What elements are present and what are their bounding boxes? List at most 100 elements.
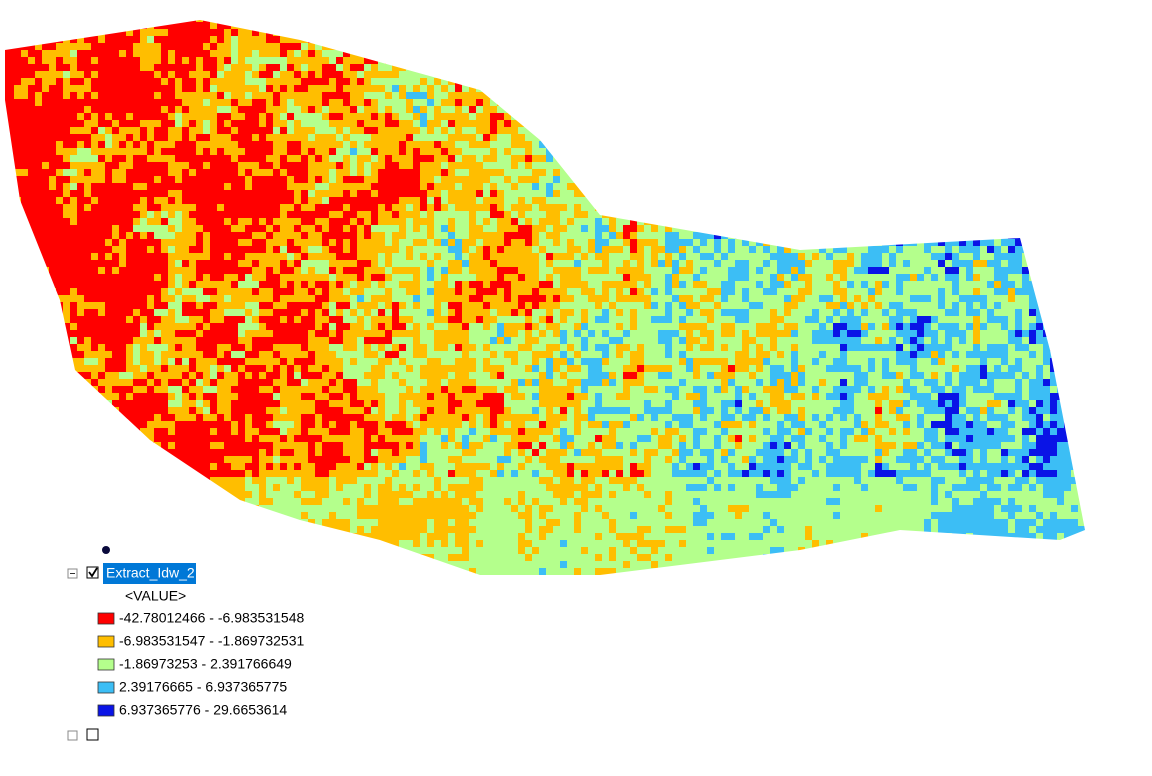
raster-cell [896, 190, 903, 197]
raster-cell [35, 225, 42, 232]
raster-cell [35, 148, 42, 155]
raster-cell [693, 22, 700, 29]
raster-cell [1015, 57, 1022, 64]
raster-cell [252, 169, 259, 176]
raster-cell [63, 43, 70, 50]
raster-cell [812, 218, 819, 225]
raster-cell [224, 106, 231, 113]
raster-cell [385, 148, 392, 155]
raster-cell [434, 57, 441, 64]
raster-cell [938, 225, 945, 232]
raster-cell [231, 113, 238, 120]
raster-cell [707, 225, 714, 232]
raster-cell [602, 127, 609, 134]
raster-cell [707, 113, 714, 120]
raster-cell [392, 148, 399, 155]
raster-cell [217, 85, 224, 92]
raster-cell [721, 204, 728, 211]
raster-cell [385, 155, 392, 162]
raster-cell [994, 20, 1001, 22]
raster-cell [420, 43, 427, 50]
raster-cell [343, 92, 350, 99]
raster-cell [399, 92, 406, 99]
raster-cell [140, 92, 147, 99]
raster-cell [966, 162, 973, 169]
raster-cell [259, 225, 266, 232]
raster-cell [84, 78, 91, 85]
raster-cell [287, 134, 294, 141]
raster-cell [7, 155, 14, 162]
raster-cell [84, 211, 91, 218]
raster-cell [245, 120, 252, 127]
raster-cell [371, 71, 378, 78]
raster-cell [217, 204, 224, 211]
raster-cell [1064, 113, 1071, 120]
raster-cell [56, 211, 63, 218]
raster-cell [847, 71, 854, 78]
raster-cell [1057, 85, 1064, 92]
raster-cell [224, 71, 231, 78]
raster-cell [1064, 36, 1071, 43]
raster-cell [658, 85, 665, 92]
raster-cell [679, 169, 686, 176]
raster-cell [630, 204, 637, 211]
raster-cell [168, 183, 175, 190]
raster-cell [553, 106, 560, 113]
raster-cell [763, 99, 770, 106]
raster-cell [294, 155, 301, 162]
raster-cell [217, 225, 224, 232]
raster-cell [161, 120, 168, 127]
raster-cell [343, 50, 350, 57]
raster-cell [455, 176, 462, 183]
raster-cell [546, 211, 553, 218]
raster-cell [434, 127, 441, 134]
raster-cell [630, 232, 637, 239]
raster-cell [525, 57, 532, 64]
raster-cell [1022, 162, 1029, 169]
raster-cell [301, 22, 308, 29]
raster-cell [595, 190, 602, 197]
raster-cell [203, 43, 210, 50]
raster-cell [553, 20, 560, 22]
raster-cell [973, 204, 980, 211]
raster-cell [637, 211, 644, 218]
raster-cell [273, 36, 280, 43]
raster-cell [1029, 169, 1036, 176]
raster-cell [336, 155, 343, 162]
raster-cell [938, 106, 945, 113]
raster-cell [651, 106, 658, 113]
raster-cell [924, 134, 931, 141]
raster-cell [196, 22, 203, 29]
raster-cell [343, 106, 350, 113]
raster-cell [763, 162, 770, 169]
raster-cell [287, 78, 294, 85]
raster-cell [182, 99, 189, 106]
raster-cell [420, 134, 427, 141]
raster-cell [672, 232, 679, 239]
raster-cell [126, 22, 133, 29]
raster-cell [7, 183, 14, 190]
raster-cell [378, 134, 385, 141]
raster-cell [959, 190, 966, 197]
raster-cell [945, 141, 952, 148]
raster-cell [679, 43, 686, 50]
raster-cell [420, 155, 427, 162]
raster-cell [336, 92, 343, 99]
raster-cell [147, 29, 154, 36]
raster-cell [217, 92, 224, 99]
raster-cell [693, 99, 700, 106]
raster-cell [140, 225, 147, 232]
raster-cell [287, 218, 294, 225]
raster-cell [875, 155, 882, 162]
raster-cell [518, 85, 525, 92]
raster-cell [539, 113, 546, 120]
raster-cell [1043, 162, 1050, 169]
raster-cell [112, 148, 119, 155]
raster-cell [203, 92, 210, 99]
raster-cell [133, 162, 140, 169]
raster-cell [791, 169, 798, 176]
raster-cell [343, 57, 350, 64]
raster-cell [182, 176, 189, 183]
raster-cell [5, 50, 7, 57]
raster-cell [595, 22, 602, 29]
